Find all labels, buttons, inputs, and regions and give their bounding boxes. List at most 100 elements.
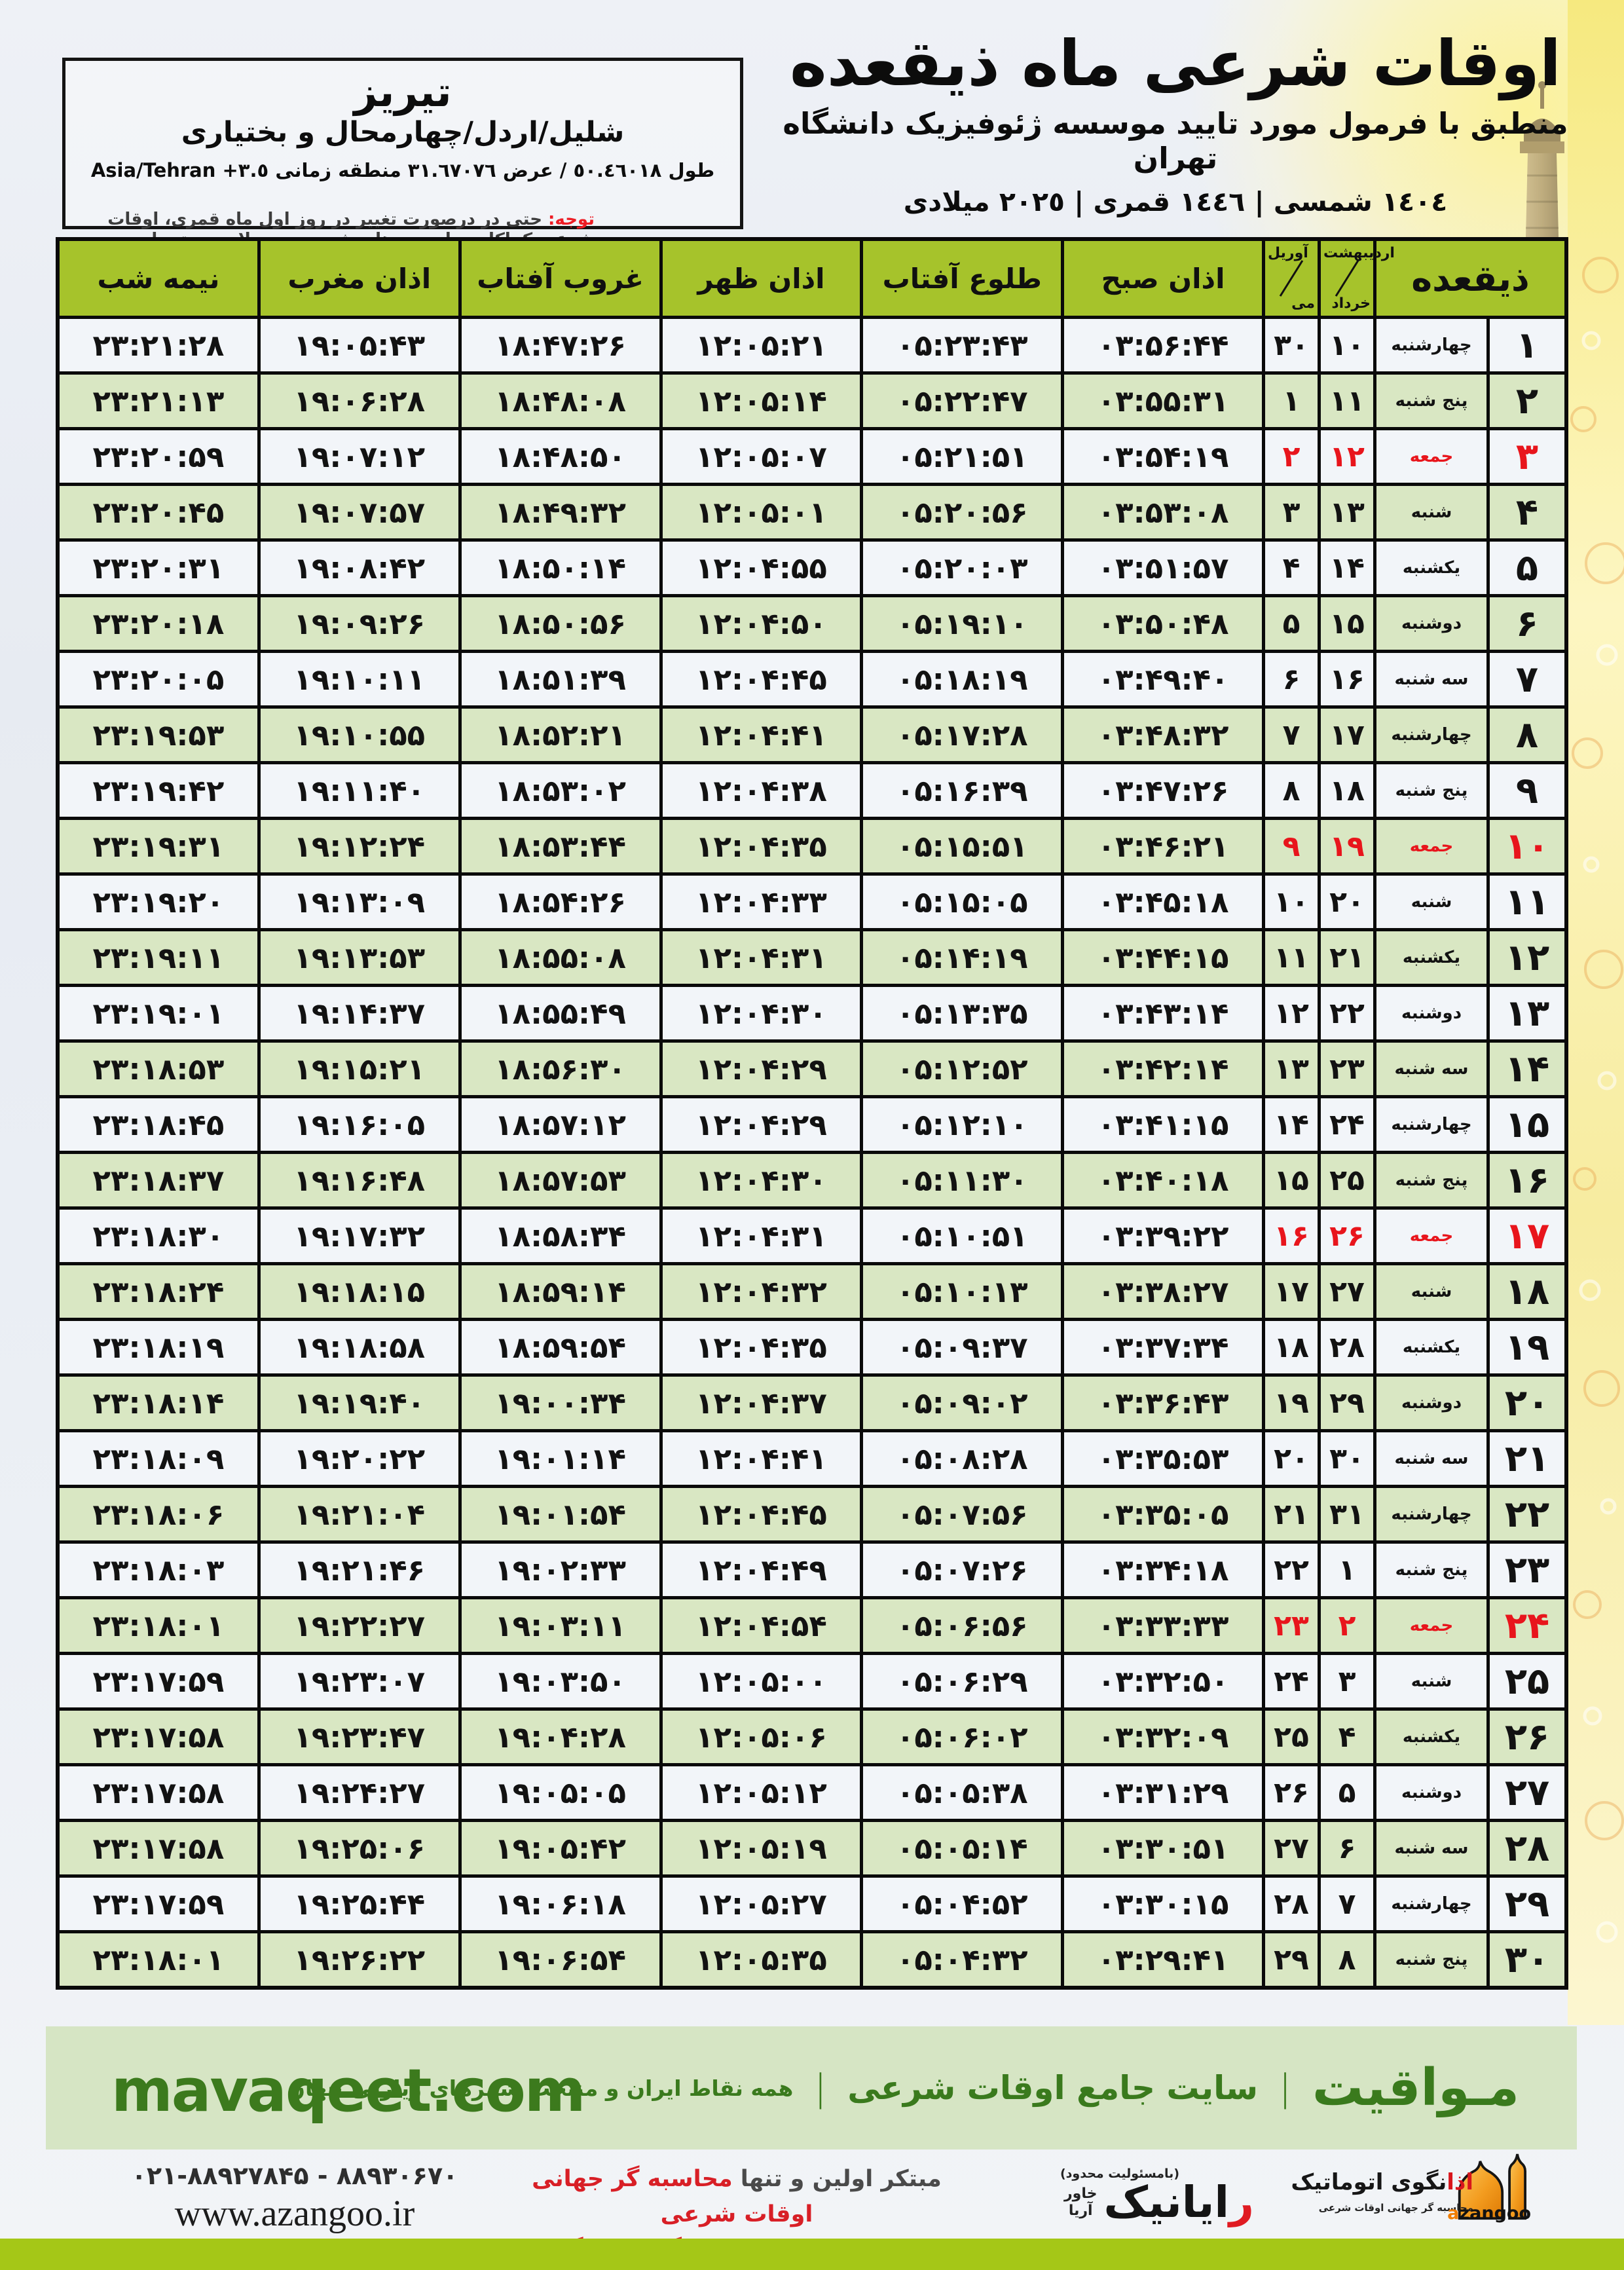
city-info-box: تیریز شلیل/اردل/چهارمحال و بختیاری طول ٥… (62, 58, 743, 229)
mosque-domes-icon (1458, 2153, 1526, 2220)
greg-date: ۲۲ (1265, 1544, 1318, 1596)
azangoo-sub-text: محاسبه گر جهانی اوقات شرعی (1318, 2202, 1473, 2214)
page-title: اوقات شرعی ماه ذیقعده (790, 27, 1561, 100)
city-region: شلیل/اردل/چهارمحال و بختیاری (181, 116, 625, 149)
maghrib-time: ۱۹:۲۵:۰۶ (260, 1822, 458, 1874)
greg-date: ۱۹ (1265, 1377, 1318, 1429)
weekday: شنبه (1376, 876, 1486, 928)
solar-date: ۱ (1321, 1544, 1373, 1596)
noon-time: ۱۲:۰۴:۵۵ (662, 542, 860, 594)
midnight-time: ۲۳:۱۷:۵۹ (60, 1878, 257, 1930)
solar-date: ۱۹ (1321, 820, 1373, 872)
midnight-time: ۲۳:۱۹:۲۰ (60, 876, 257, 928)
city-name: تیریز (354, 68, 452, 116)
promo-line1-dark: مبتکر اولین و تنها (732, 2166, 942, 2192)
noon-time: ۱۲:۰۴:۴۵ (662, 1488, 860, 1540)
sunrise-time: ۰۵:۰۹:۰۲ (863, 1377, 1061, 1429)
promo-line-1: مبتکر اولین و تنها محاسبه گر جهانی اوقات… (511, 2161, 963, 2233)
sunrise-time: ۰۵:۱۳:۳۵ (863, 987, 1061, 1039)
day-number: ۲۵ (1490, 1655, 1564, 1707)
sunrise-time: ۰۵:۱۹:۱۰ (863, 597, 1061, 650)
weekday: سه شنبه (1376, 653, 1486, 705)
rayanik-name: رایانیک (1103, 2181, 1254, 2224)
greg-date: ۹ (1265, 820, 1318, 872)
ornament-strip (1568, 0, 1624, 2025)
midnight-time: ۲۳:۱۹:۵۳ (60, 709, 257, 761)
midnight-time: ۲۳:۲۱:۱۳ (60, 375, 257, 427)
solar-date: ۱۳ (1321, 486, 1373, 538)
maghrib-time: ۱۹:۱۸:۱۵ (260, 1265, 458, 1318)
col-header-solar-month: اردیبهشت خرداد (1321, 241, 1395, 316)
weekday: شنبه (1376, 1265, 1486, 1318)
greg-date: ۲۵ (1265, 1711, 1318, 1763)
noon-time: ۱۲:۰۵:۱۲ (662, 1766, 860, 1819)
day-number: ۲۶ (1490, 1711, 1564, 1763)
greg-date: ۱۲ (1265, 987, 1318, 1039)
maghrib-time: ۱۹:۰۶:۲۸ (260, 375, 458, 427)
maghrib-time: ۱۹:۱۳:۰۹ (260, 876, 458, 928)
maghrib-time: ۱۹:۱۷:۳۲ (260, 1210, 458, 1262)
fajr-time: ۰۳:۵۴:۱۹ (1064, 430, 1262, 483)
page-subtitle: منطبق با فرمول مورد تایید موسسه ژئوفیزیک… (783, 106, 1568, 176)
day-number: ۲۷ (1490, 1766, 1564, 1819)
day-number: ۱۲ (1490, 931, 1564, 984)
day-number: ۱۳ (1490, 987, 1564, 1039)
weekday: دوشنبه (1376, 1766, 1486, 1819)
fajr-time: ۰۳:۳۵:۵۳ (1064, 1432, 1262, 1485)
noon-time: ۱۲:۰۴:۵۴ (662, 1599, 860, 1652)
day-number: ۱۱ (1490, 876, 1564, 928)
calendar-years: ١٤٠٤ شمسی | ١٤٤٦ قمری | ٢٠٢٥ میلادی (903, 186, 1448, 218)
weekday: پنج شنبه (1376, 1544, 1486, 1596)
sunset-time: ۱۸:۵۳:۴۴ (461, 820, 659, 872)
sunset-time: ۱۸:۵۸:۳۴ (461, 1210, 659, 1262)
midnight-time: ۲۳:۱۷:۵۹ (60, 1655, 257, 1707)
separator: | (1279, 2066, 1291, 2110)
greg-date: ۴ (1265, 542, 1318, 594)
maghrib-time: ۱۹:۱۳:۵۳ (260, 931, 458, 984)
maghrib-time: ۱۹:۱۰:۱۱ (260, 653, 458, 705)
greg-date: ۱۶ (1265, 1210, 1318, 1262)
weekday: سه شنبه (1376, 1043, 1486, 1095)
diagonal-divider (1279, 260, 1304, 297)
midnight-time: ۲۳:۱۸:۰۳ (60, 1544, 257, 1596)
sunset-time: ۱۸:۴۷:۲۶ (461, 319, 659, 371)
day-number: ۴ (1490, 486, 1564, 538)
day-number: ۳۰ (1490, 1933, 1564, 1986)
azangoo-brand-text: اذانگوی اتوماتیک (1291, 2169, 1473, 2195)
weekday: یکشنبه (1376, 1321, 1486, 1373)
solar-date: ۲۳ (1321, 1043, 1373, 1095)
notice-label: توجه: (548, 210, 595, 229)
sunset-time: ۱۸:۵۷:۱۲ (461, 1098, 659, 1151)
solar-date: ۲۷ (1321, 1265, 1373, 1318)
solar-date: ۱۴ (1321, 542, 1373, 594)
azangoo-latin-text: azangoo (1447, 2203, 1531, 2223)
day-number: ۱۵ (1490, 1098, 1564, 1151)
maghrib-time: ۱۹:۲۰:۲۲ (260, 1432, 458, 1485)
sunrise-time: ۰۵:۲۲:۴۷ (863, 375, 1061, 427)
noon-time: ۱۲:۰۵:۰۷ (662, 430, 860, 483)
day-number: ۲۰ (1490, 1377, 1564, 1429)
sunset-time: ۱۸:۵۶:۳۰ (461, 1043, 659, 1095)
coords-persian: طول ٥٠.٤٦٠١٨ / عرض ٣١.٦٧٠٧٦ منطقه زمانی (275, 159, 715, 182)
fajr-time: ۰۳:۳۷:۳۴ (1064, 1321, 1262, 1373)
greg-date: ۲۱ (1265, 1488, 1318, 1540)
sunset-time: ۱۸:۵۴:۲۶ (461, 876, 659, 928)
sunrise-time: ۰۵:۱۰:۵۱ (863, 1210, 1061, 1262)
greg-date: ۲۳ (1265, 1599, 1318, 1652)
noon-time: ۱۲:۰۴:۳۱ (662, 1210, 860, 1262)
maghrib-time: ۱۹:۲۳:۴۷ (260, 1711, 458, 1763)
day-number: ۱۶ (1490, 1154, 1564, 1206)
day-number: ۱۴ (1490, 1043, 1564, 1095)
col-header-fajr: اذان صبح (1064, 241, 1262, 316)
maghrib-time: ۱۹:۲۴:۲۷ (260, 1766, 458, 1819)
weekday: چهارشنبه (1376, 1878, 1486, 1930)
fajr-time: ۰۳:۴۷:۲۶ (1064, 764, 1262, 817)
col-header-maghrib: اذان مغرب (260, 241, 458, 316)
solar-date: ۱۲ (1321, 430, 1373, 483)
sunrise-time: ۰۵:۲۰:۵۶ (863, 486, 1061, 538)
solar-date: ۲۸ (1321, 1321, 1373, 1373)
fajr-time: ۰۳:۳۳:۳۳ (1064, 1599, 1262, 1652)
day-number: ۸ (1490, 709, 1564, 761)
noon-time: ۱۲:۰۴:۳۸ (662, 764, 860, 817)
